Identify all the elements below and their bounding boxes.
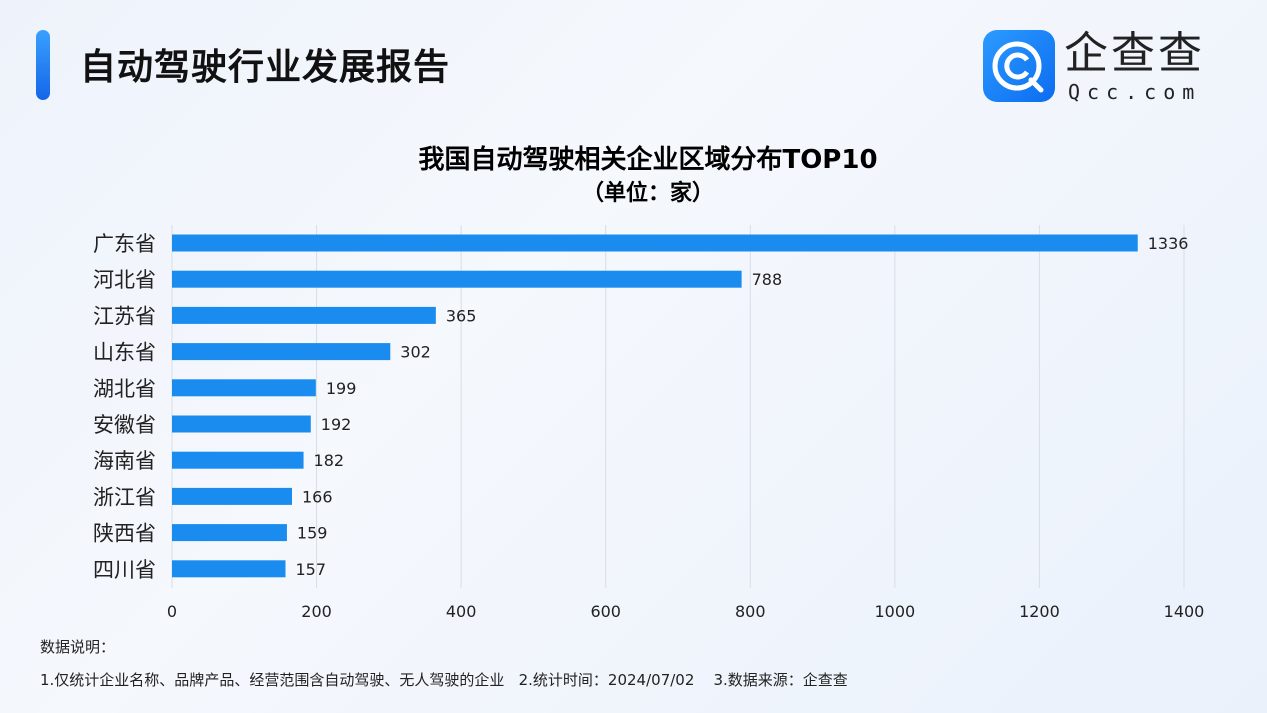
x-tick-label: 200 xyxy=(301,602,332,621)
data-label: 365 xyxy=(446,306,477,325)
notes-line: 1.仅统计企业名称、品牌产品、经营范围含自动驾驶、无人驾驶的企业 2.统计时间：… xyxy=(40,671,848,689)
bar xyxy=(172,379,316,397)
x-tick-label: 1200 xyxy=(1019,602,1060,621)
qcc-logo-icon xyxy=(983,30,1055,102)
data-label: 1336 xyxy=(1148,234,1189,253)
bar xyxy=(172,415,311,433)
bar xyxy=(172,451,304,469)
y-category-label: 安徽省 xyxy=(93,413,156,437)
chart-subtitle: （单位：家） xyxy=(582,180,714,206)
data-label: 157 xyxy=(295,560,326,579)
bar xyxy=(172,487,292,505)
brand-name: 企查查 xyxy=(1064,28,1205,79)
data-label: 159 xyxy=(297,524,328,543)
x-tick-label: 1400 xyxy=(1164,602,1205,621)
bar xyxy=(172,343,391,361)
x-tick-label: 600 xyxy=(590,602,621,621)
bar xyxy=(172,524,287,542)
y-category-label: 四川省 xyxy=(93,558,156,582)
y-category-label: 江苏省 xyxy=(93,304,156,328)
y-category-label: 湖北省 xyxy=(93,377,156,401)
chart-title: 我国自动驾驶相关企业区域分布TOP10 xyxy=(418,144,877,175)
x-tick-label: 400 xyxy=(446,602,477,621)
data-label: 788 xyxy=(752,270,783,289)
y-category-label: 浙江省 xyxy=(93,485,156,509)
x-tick-label: 1000 xyxy=(874,602,915,621)
bar xyxy=(172,234,1138,252)
data-label: 182 xyxy=(314,451,345,470)
title-accent-bar xyxy=(36,30,50,100)
bar xyxy=(172,306,436,324)
y-category-label: 山东省 xyxy=(93,341,156,365)
y-category-label: 广东省 xyxy=(93,232,156,256)
y-category-label: 陕西省 xyxy=(93,522,156,546)
data-label: 302 xyxy=(400,343,431,362)
data-label: 192 xyxy=(321,415,352,434)
page-title: 自动驾驶行业发展报告 xyxy=(80,47,451,88)
bar xyxy=(172,270,742,288)
x-tick-label: 0 xyxy=(167,602,177,621)
data-label: 199 xyxy=(326,379,357,398)
brand-domain: Qcc.com xyxy=(1068,80,1202,104)
bar xyxy=(172,560,286,578)
data-label: 166 xyxy=(302,487,333,506)
y-category-label: 海南省 xyxy=(93,449,156,473)
y-category-label: 河北省 xyxy=(93,268,156,292)
x-tick-label: 800 xyxy=(735,602,766,621)
notes-heading: 数据说明： xyxy=(40,638,116,656)
